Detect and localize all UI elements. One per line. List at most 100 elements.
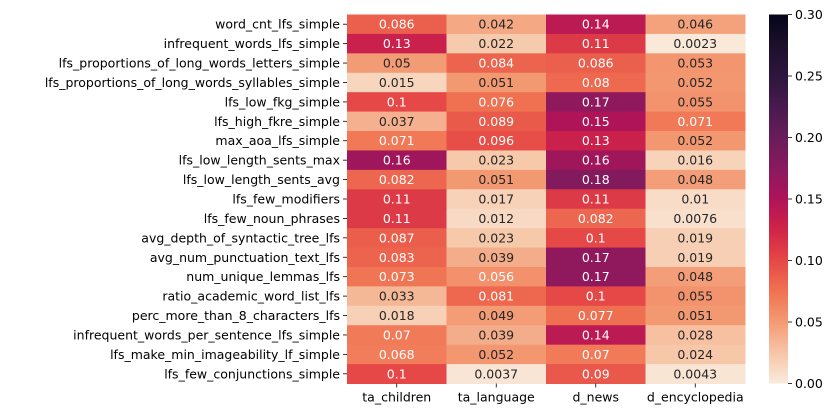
heatmap-cell [546, 208, 646, 229]
cell-value-label: 0.087 [379, 230, 415, 245]
heatmap-cell [446, 228, 547, 249]
heatmap-cell [347, 228, 447, 249]
cell-value-label: 0.17 [582, 269, 610, 284]
heatmap-cell [347, 14, 447, 35]
row-label: lfs_high_fkre_simple [214, 114, 340, 129]
row-label: num_unique_lemmas_lfs [186, 269, 340, 284]
cell-value-label: 0.015 [379, 75, 415, 90]
cell-value-label: 0.053 [677, 56, 713, 71]
heatmap-cell [347, 208, 447, 229]
heatmap-cell [446, 344, 547, 365]
heatmap-cell [546, 169, 646, 190]
heatmap-cell [347, 364, 447, 384]
cell-value-label: 0.048 [677, 269, 713, 284]
cell-value-label: 0.11 [582, 36, 610, 51]
cell-value-label: 0.039 [478, 250, 514, 265]
colorbar-tick-label: 0.15 [795, 192, 823, 207]
cell-value-label: 0.051 [677, 308, 713, 323]
cell-value-label: 0.05 [383, 56, 411, 71]
heatmap-cell [347, 111, 447, 132]
cell-value-label: 0.049 [478, 308, 514, 323]
cell-value-label: 0.073 [379, 269, 415, 284]
heatmap-cell [347, 286, 447, 307]
cell-value-label: 0.1 [586, 230, 606, 245]
heatmap-cell [446, 189, 547, 210]
cell-value-label: 0.019 [677, 250, 713, 265]
cell-value-label: 0.084 [478, 56, 514, 71]
heatmap-cell [546, 189, 646, 210]
heatmap-cell [446, 53, 547, 74]
cell-value-label: 0.1 [387, 94, 407, 109]
heatmap-cell [347, 72, 447, 93]
heatmap-cell [347, 305, 447, 326]
cell-value-label: 0.028 [677, 327, 713, 342]
heatmap-cell [546, 247, 646, 268]
heatmap-cell [546, 266, 646, 287]
heatmap-cell [446, 14, 547, 35]
row-label: lfs_low_length_sents_max [179, 153, 340, 168]
heatmap-cell [446, 286, 547, 307]
heatmap-cell [546, 111, 646, 132]
cell-value-label: 0.17 [582, 94, 610, 109]
cell-value-label: 0.071 [379, 133, 415, 148]
cell-value-label: 0.0043 [673, 366, 717, 381]
heatmap-cell [645, 33, 746, 54]
heatmap-cell [546, 228, 646, 249]
cell-value-label: 0.11 [383, 211, 411, 226]
colorbar: 0.00 0.05 0.10 0.15 0.20 0.25 0.30 [769, 7, 823, 391]
heatmap-cell [446, 111, 547, 132]
heatmap-cell [645, 228, 746, 249]
heatmap-cell [446, 208, 547, 229]
cell-value-label: 0.09 [582, 366, 610, 381]
cell-value-label: 0.14 [582, 327, 610, 342]
heatmap-cell [546, 53, 646, 74]
heatmap-cell [446, 131, 547, 151]
cell-value-label: 0.11 [383, 192, 411, 207]
colorbar-tick-label: 0.10 [795, 253, 823, 268]
cell-value-label: 0.086 [578, 56, 614, 71]
colorbar-tick-label: 0.05 [795, 315, 823, 330]
cell-value-label: 0.019 [677, 230, 713, 245]
cell-value-label: 0.046 [677, 17, 713, 32]
colorbar-tick-label: 0.00 [795, 376, 823, 391]
heatmap-cell [446, 92, 547, 113]
cell-value-label: 0.0023 [673, 36, 717, 51]
heatmap-cell [446, 72, 547, 93]
heatmap-cell [446, 150, 547, 171]
heatmap-cell [546, 92, 646, 113]
cell-value-label: 0.017 [478, 192, 514, 207]
heatmap-cell [446, 33, 547, 54]
cell-value-label: 0.077 [578, 308, 614, 323]
row-labels: word_cnt_lfs_simple infrequent_words_lfs_… [45, 17, 347, 381]
row-label: lfs_make_min_imageability_lf_simple [110, 347, 340, 362]
cell-value-label: 0.07 [383, 327, 411, 342]
cell-value-label: 0.16 [582, 153, 610, 168]
heatmap-cell [347, 247, 447, 268]
heatmap-cell [645, 53, 746, 74]
heatmap-cell [645, 189, 746, 210]
cell-value-label: 0.0037 [474, 366, 518, 381]
cell-value-label: 0.07 [582, 347, 610, 362]
heatmap-cell [347, 150, 447, 171]
cell-value-label: 0.024 [677, 347, 713, 362]
heatmap-cell [446, 169, 547, 190]
row-label: avg_depth_of_syntactic_tree_lfs [141, 230, 340, 245]
cell-value-label: 0.086 [379, 17, 415, 32]
heatmap-cell [347, 266, 447, 287]
heatmap-cell [546, 14, 646, 35]
cell-value-label: 0.17 [582, 250, 610, 265]
heatmap-cell [347, 189, 447, 210]
cell-value-label: 0.012 [478, 211, 514, 226]
cell-value-label: 0.055 [677, 289, 713, 304]
heatmap-cell [446, 364, 547, 384]
cell-value-label: 0.042 [478, 17, 514, 32]
colorbar-gradient [769, 14, 788, 384]
heatmap-cell [645, 364, 746, 384]
cell-value-label: 0.048 [677, 172, 713, 187]
heatmap-cell [546, 305, 646, 326]
cell-value-label: 0.023 [478, 153, 514, 168]
row-label: lfs_proportions_of_long_words_letters_si… [59, 56, 341, 71]
row-label: avg_num_punctuation_text_lfs [150, 250, 340, 265]
row-label: word_cnt_lfs_simple [215, 17, 340, 32]
cell-value-label: 0.068 [379, 347, 415, 362]
